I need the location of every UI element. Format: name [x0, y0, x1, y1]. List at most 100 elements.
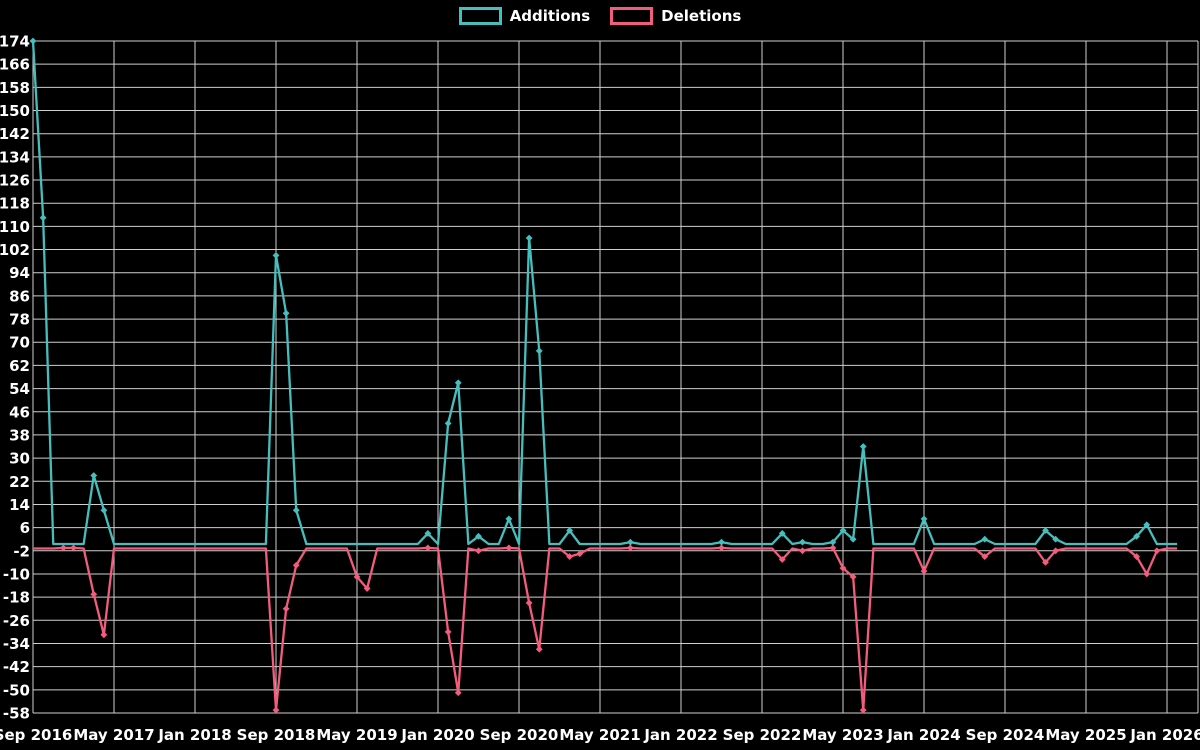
x-tick-label: Jan 2018	[157, 726, 231, 744]
additions-line	[31, 40, 1178, 546]
deletions-marker-diamond-icon	[505, 544, 513, 552]
additions-marker-diamond-icon	[282, 309, 290, 317]
deletions-marker-diamond-icon	[566, 553, 574, 560]
x-tick-label: May 2021	[559, 726, 640, 744]
deletions-marker-diamond-icon	[829, 544, 837, 552]
y-tick-label: 70	[9, 334, 30, 352]
y-tick-label: -26	[3, 612, 30, 630]
x-tick-labels: Sep 2016 May 2017 Jan 2018 Sep 2018 May 2019…	[0, 726, 1200, 744]
y-tick-label: 46	[9, 403, 30, 421]
y-tick-label: -58	[3, 705, 30, 723]
x-tick-label: Jan 2022	[643, 726, 717, 744]
y-tick-label: 62	[9, 357, 30, 375]
additions-marker-diamond-icon	[90, 472, 98, 479]
deletions-marker-diamond-icon	[718, 544, 725, 552]
deletions-marker-diamond-icon	[626, 544, 634, 552]
deletions-marker-diamond-icon	[981, 553, 989, 560]
deletions-marker-diamond-icon	[535, 645, 543, 653]
deletions-series[interactable]	[33, 544, 1178, 714]
y-tick-label: 94	[9, 264, 30, 282]
y-tick-label: 166	[0, 56, 30, 74]
y-tick-label: 38	[9, 426, 30, 444]
deletions-marker-diamond-icon	[100, 631, 108, 639]
additions-marker-diamond-icon	[920, 515, 928, 523]
additions-marker-diamond-icon	[799, 538, 806, 546]
additions-marker-diamond-icon	[505, 515, 513, 523]
y-tick-label: -10	[3, 565, 30, 583]
additions-marker-diamond-icon	[778, 530, 786, 537]
legend-item-additions[interactable]: Additions	[458, 6, 591, 26]
additions-marker-diamond-icon	[424, 530, 432, 537]
additions-marker-diamond-icon	[829, 538, 837, 546]
y-tick-label: 142	[0, 125, 30, 143]
y-tick-label: 22	[9, 473, 30, 491]
y-tick-label: 174	[0, 33, 30, 51]
x-tick-label: Sep 2020	[480, 726, 559, 744]
y-tick-label: -18	[3, 589, 30, 607]
deletions-marker-diamond-icon	[353, 573, 361, 581]
deletions-marker-diamond-icon	[576, 550, 584, 558]
deletions-marker-diamond-icon	[454, 689, 462, 697]
deletions-marker-diamond-icon	[292, 561, 300, 569]
additions-marker-diamond-icon	[1133, 532, 1141, 540]
additions-legend-label: Additions	[509, 7, 591, 25]
deletions-marker-diamond-icon	[920, 567, 928, 575]
deletions-marker-diamond-icon	[1133, 553, 1141, 560]
chart-legend: Additions Deletions	[0, 6, 1200, 26]
deletions-marker-diamond-icon	[424, 544, 432, 552]
y-tick-label: -2	[13, 542, 30, 560]
x-tick-label: May 2023	[802, 726, 883, 744]
deletions-legend-label: Deletions	[661, 7, 742, 25]
deletions-marker-diamond-icon	[282, 605, 290, 613]
y-tick-label: 118	[0, 195, 30, 213]
x-tick-label: Jan 2024	[886, 726, 960, 744]
deletions-marker-diamond-icon	[70, 544, 77, 552]
deletions-marker-diamond-icon	[1052, 547, 1060, 555]
deletions-marker-diamond-icon	[444, 628, 452, 636]
deletions-swatch-icon	[610, 7, 654, 25]
additions-marker-diamond-icon	[454, 379, 462, 387]
additions-marker-diamond-icon	[39, 214, 47, 222]
y-tick-labels: 1741661581501421341261181101029486787062…	[0, 33, 30, 723]
additions-series[interactable]	[29, 37, 1178, 546]
y-tick-label: 134	[0, 148, 30, 166]
additions-marker-diamond-icon	[859, 443, 867, 450]
deletions-marker-diamond-icon	[363, 585, 371, 592]
y-tick-label: 78	[9, 311, 30, 329]
additions-marker-diamond-icon	[718, 538, 725, 546]
x-tick-label: Jan 2020	[400, 726, 474, 744]
additions-marker-diamond-icon	[1143, 521, 1151, 529]
deletions-marker-diamond-icon	[1143, 570, 1151, 578]
x-tick-label: Sep 2024	[966, 726, 1045, 744]
legend-item-deletions[interactable]: Deletions	[610, 6, 741, 26]
deletions-marker-diamond-icon	[839, 564, 847, 572]
y-tick-label: 14	[9, 496, 30, 514]
y-tick-label: 86	[9, 287, 30, 305]
additions-marker-diamond-icon	[566, 527, 574, 534]
deletions-marker-diamond-icon	[90, 590, 98, 598]
x-tick-label: Jan 2026	[1129, 726, 1200, 744]
additions-marker-diamond-icon	[444, 419, 452, 427]
x-tick-label: Sep 2016	[0, 726, 72, 744]
deletions-marker-diamond-icon	[1153, 547, 1161, 555]
y-tick-label: 158	[0, 79, 30, 97]
additions-marker-diamond-icon	[1042, 527, 1049, 534]
deletions-marker-diamond-icon	[525, 599, 533, 607]
deletions-marker-diamond-icon	[778, 556, 786, 563]
y-tick-label: 126	[0, 172, 30, 190]
additions-marker-diamond-icon	[272, 251, 280, 259]
additions-marker-diamond-icon	[626, 538, 634, 546]
additions-marker-diamond-icon	[1052, 535, 1060, 543]
deletions-marker-diamond-icon	[799, 547, 806, 555]
grid-lines	[32, 40, 1199, 714]
deletions-line	[33, 546, 1178, 712]
additions-marker-diamond-icon	[100, 506, 108, 514]
x-tick-label: May 2025	[1045, 726, 1126, 744]
y-tick-label: -42	[3, 658, 30, 676]
additions-swatch-icon	[458, 7, 502, 25]
additions-marker-diamond-icon	[475, 532, 482, 540]
deletions-marker-diamond-icon	[849, 573, 857, 581]
deletions-marker-diamond-icon	[59, 544, 67, 552]
